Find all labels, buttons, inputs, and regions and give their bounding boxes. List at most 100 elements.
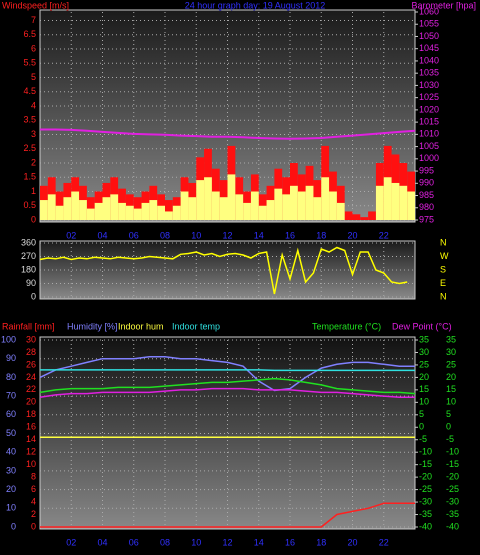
y-tick-label: 3.5 bbox=[23, 115, 36, 125]
rain-tick-label: 26 bbox=[26, 359, 36, 369]
dew-tick-label: -25 bbox=[446, 484, 459, 494]
dew-tick-label: -10 bbox=[446, 447, 459, 457]
bar bbox=[321, 177, 330, 220]
y2-tick-label: 1050 bbox=[419, 31, 439, 41]
bar bbox=[133, 208, 142, 220]
x-tick-label: 06 bbox=[129, 230, 139, 240]
bar bbox=[86, 208, 95, 220]
bar bbox=[336, 202, 345, 220]
y-tick-label: 1.5 bbox=[23, 172, 36, 182]
y2-tick-label: 980 bbox=[419, 202, 434, 212]
x-tick-label: 10 bbox=[191, 537, 201, 547]
y-tick-label: 50 bbox=[6, 428, 16, 438]
bar bbox=[180, 191, 189, 220]
x-tick-label: 12 bbox=[222, 230, 232, 240]
y2-tick-label: 1030 bbox=[419, 80, 439, 90]
rain-tick-label: 2 bbox=[31, 509, 36, 519]
bar bbox=[329, 191, 337, 220]
y2-tick-label: -5 bbox=[419, 434, 427, 444]
y-tick-label: 80 bbox=[6, 372, 16, 382]
x-tick-label: 02 bbox=[66, 230, 76, 240]
y-tick-label: 6 bbox=[31, 43, 36, 53]
compass-label: N bbox=[440, 291, 447, 301]
compass-label: S bbox=[440, 264, 446, 274]
compass-label: W bbox=[440, 251, 449, 261]
y-tick-label: 1 bbox=[31, 186, 36, 196]
rain-tick-label: 24 bbox=[26, 372, 36, 382]
bar bbox=[219, 197, 228, 220]
y-tick-label: 0 bbox=[11, 521, 16, 531]
y-tick-label: 60 bbox=[6, 409, 16, 419]
y-tick-label: 70 bbox=[6, 390, 16, 400]
bar bbox=[227, 174, 236, 220]
y-tick-label: 0 bbox=[31, 214, 36, 224]
y-tick-label: 270 bbox=[21, 251, 36, 261]
y2-tick-label: 995 bbox=[419, 165, 434, 175]
bar bbox=[313, 197, 322, 220]
rain-tick-label: 22 bbox=[26, 384, 36, 394]
bar bbox=[196, 180, 205, 220]
bar bbox=[368, 211, 376, 220]
bar bbox=[40, 200, 48, 220]
y-tick-label: 0.5 bbox=[23, 200, 36, 210]
rain-tick-label: 30 bbox=[26, 334, 36, 344]
y2-tick-label: -30 bbox=[419, 496, 432, 506]
rain-tick-label: 20 bbox=[26, 397, 36, 407]
x-tick-label: 02 bbox=[66, 537, 76, 547]
y-tick-label: 7 bbox=[31, 15, 36, 25]
y-tick-label: 100 bbox=[1, 334, 16, 344]
dew-tick-label: -20 bbox=[446, 472, 459, 482]
bar bbox=[250, 191, 259, 220]
rain-tick-label: 14 bbox=[26, 434, 36, 444]
legend-entry: Indoor hum bbox=[118, 321, 164, 331]
axis-label: Barometer [hpa] bbox=[411, 0, 476, 10]
y2-tick-label: -35 bbox=[419, 509, 432, 519]
bar bbox=[375, 185, 384, 220]
y-tick-label: 90 bbox=[26, 278, 36, 288]
y2-tick-label: 1040 bbox=[419, 55, 439, 65]
x-tick-label: 06 bbox=[129, 537, 139, 547]
bar bbox=[344, 211, 353, 220]
y-tick-label: 30 bbox=[6, 465, 16, 475]
bar bbox=[47, 194, 56, 220]
bar bbox=[297, 191, 306, 220]
bar bbox=[266, 200, 275, 220]
y2-tick-label: 1020 bbox=[419, 104, 439, 114]
bar bbox=[125, 205, 134, 220]
y2-tick-label: 1045 bbox=[419, 43, 439, 53]
x-tick-label: 04 bbox=[97, 537, 107, 547]
bar bbox=[290, 185, 298, 220]
y-tick-label: 4 bbox=[31, 100, 36, 110]
y2-tick-label: 20 bbox=[419, 372, 429, 382]
x-tick-label: 18 bbox=[316, 230, 326, 240]
y-tick-label: 6.5 bbox=[23, 29, 36, 39]
x-tick-label: 08 bbox=[160, 230, 170, 240]
bar bbox=[165, 200, 173, 220]
x-tick-label: 04 bbox=[97, 230, 107, 240]
y2-tick-label: 0 bbox=[419, 422, 424, 432]
x-tick-label: 12 bbox=[222, 537, 232, 547]
legend-entry: Rainfall [mm] bbox=[2, 321, 55, 331]
bar bbox=[204, 177, 212, 220]
bar bbox=[258, 205, 267, 220]
rain-tick-label: 8 bbox=[31, 472, 36, 482]
bar bbox=[305, 185, 314, 220]
y2-tick-label: -10 bbox=[419, 447, 432, 457]
bar bbox=[141, 202, 150, 220]
x-tick-label: 14 bbox=[254, 230, 264, 240]
bar bbox=[352, 214, 361, 220]
dew-tick-label: -40 bbox=[446, 521, 459, 531]
y-tick-label: 3 bbox=[31, 129, 36, 139]
y2-tick-label: 30 bbox=[419, 347, 429, 357]
x-tick-label: 22 bbox=[379, 230, 389, 240]
bar bbox=[407, 191, 415, 220]
dew-tick-label: -15 bbox=[446, 459, 459, 469]
line bbox=[40, 369, 415, 372]
line bbox=[39, 246, 408, 295]
bar bbox=[110, 194, 119, 220]
y-tick-label: 5.5 bbox=[23, 58, 36, 68]
rain-tick-label: 4 bbox=[31, 496, 36, 506]
y-tick-label: 40 bbox=[6, 447, 16, 457]
bar bbox=[391, 182, 400, 220]
